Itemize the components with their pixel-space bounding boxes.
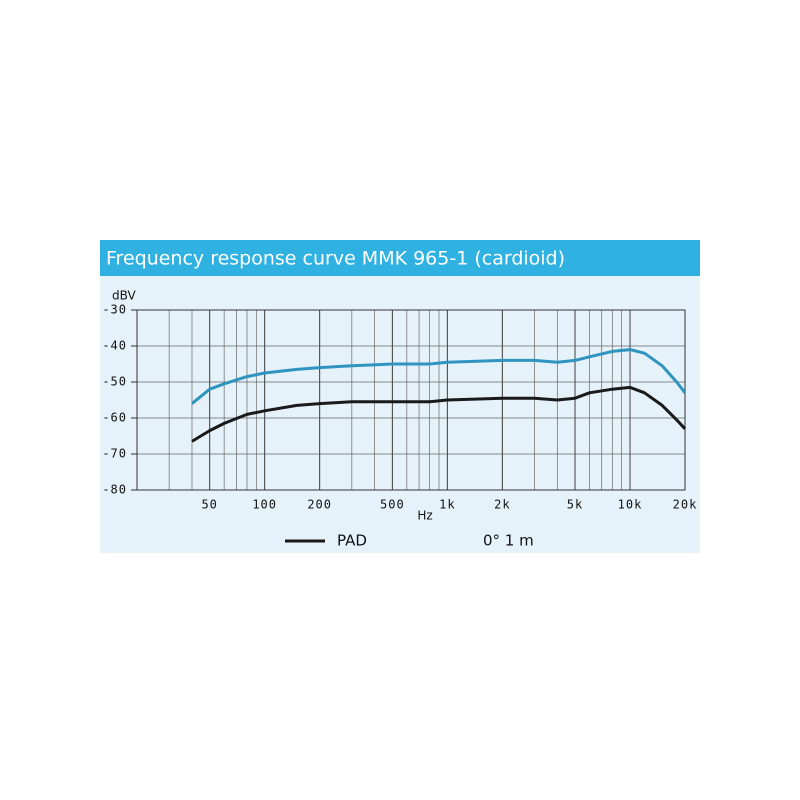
x-tick-label: 100 [252, 498, 277, 512]
x-tick-label: 5k [567, 498, 583, 512]
y-tick-label: -50 [102, 375, 127, 389]
chart-title: Frequency response curve MMK 965-1 (card… [106, 248, 565, 270]
x-axis-label: Hz [417, 509, 432, 523]
y-tick-label: -60 [102, 411, 127, 425]
legend-label: PAD [337, 532, 367, 550]
y-tick-label: -40 [102, 339, 127, 353]
y-tick-label: -70 [102, 447, 127, 461]
title-bar [100, 240, 700, 276]
series-line [191, 348, 687, 405]
x-tick-label: 50 [201, 498, 217, 512]
x-tick-label: 2k [494, 498, 510, 512]
plot-frame [136, 309, 686, 491]
y-axis-label: dBV [112, 289, 136, 303]
annotation: 0° 1 m [483, 532, 534, 550]
y-tick-label: -80 [102, 483, 127, 497]
x-tick-label: 1k [439, 498, 455, 512]
series-line [191, 385, 687, 443]
x-tick-label: 200 [307, 498, 332, 512]
x-tick-label: 20k [673, 498, 698, 512]
x-tick-label: 500 [380, 498, 405, 512]
x-tick-label: 10k [618, 498, 643, 512]
y-tick-label: -30 [102, 303, 127, 317]
